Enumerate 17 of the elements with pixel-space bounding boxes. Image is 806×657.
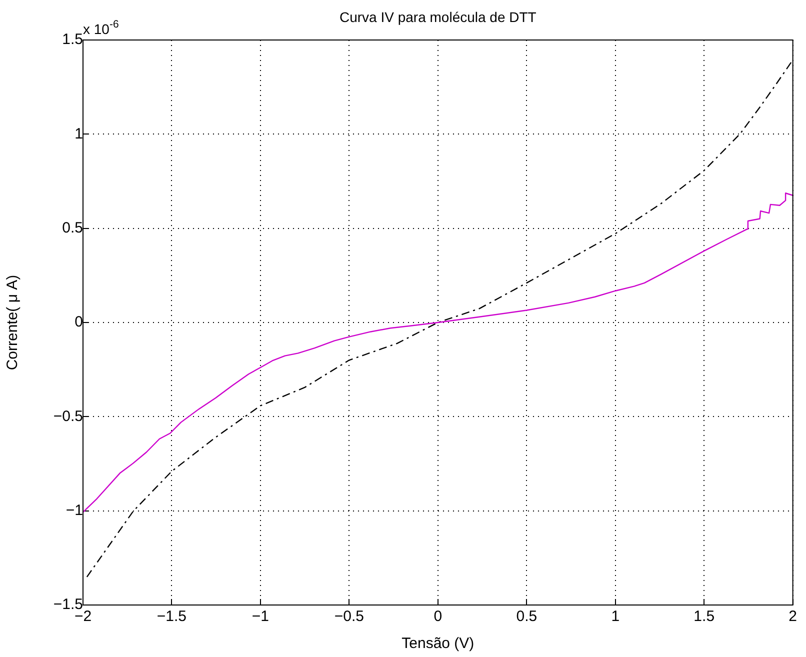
x-tick-label: −1.5 (156, 608, 187, 626)
chart-title: Curva IV para molécula de DTT (339, 9, 537, 25)
x-tick-label: 1.5 (694, 608, 715, 626)
x-tick-label: −0.5 (334, 608, 364, 626)
y-axis-title: Corrente( μ A) (4, 274, 22, 370)
x-tick-label: 1 (611, 608, 620, 626)
y-tick-label: 1.5 (62, 31, 83, 48)
x-tick-label: 0.5 (516, 608, 538, 626)
y-tick-label: −0.5 (53, 408, 83, 425)
x-tick-label: 2 (788, 608, 797, 626)
y-tick-label: 0 (74, 314, 83, 331)
y-tick-label: −1 (66, 502, 83, 519)
x-axis-title: Tensão (V) (402, 635, 474, 652)
x-tick-label: 0 (434, 608, 442, 626)
y-tick-label: 0.5 (62, 219, 83, 236)
x-tick-label: −1 (252, 608, 270, 626)
y-tick-label: 1 (74, 125, 83, 142)
